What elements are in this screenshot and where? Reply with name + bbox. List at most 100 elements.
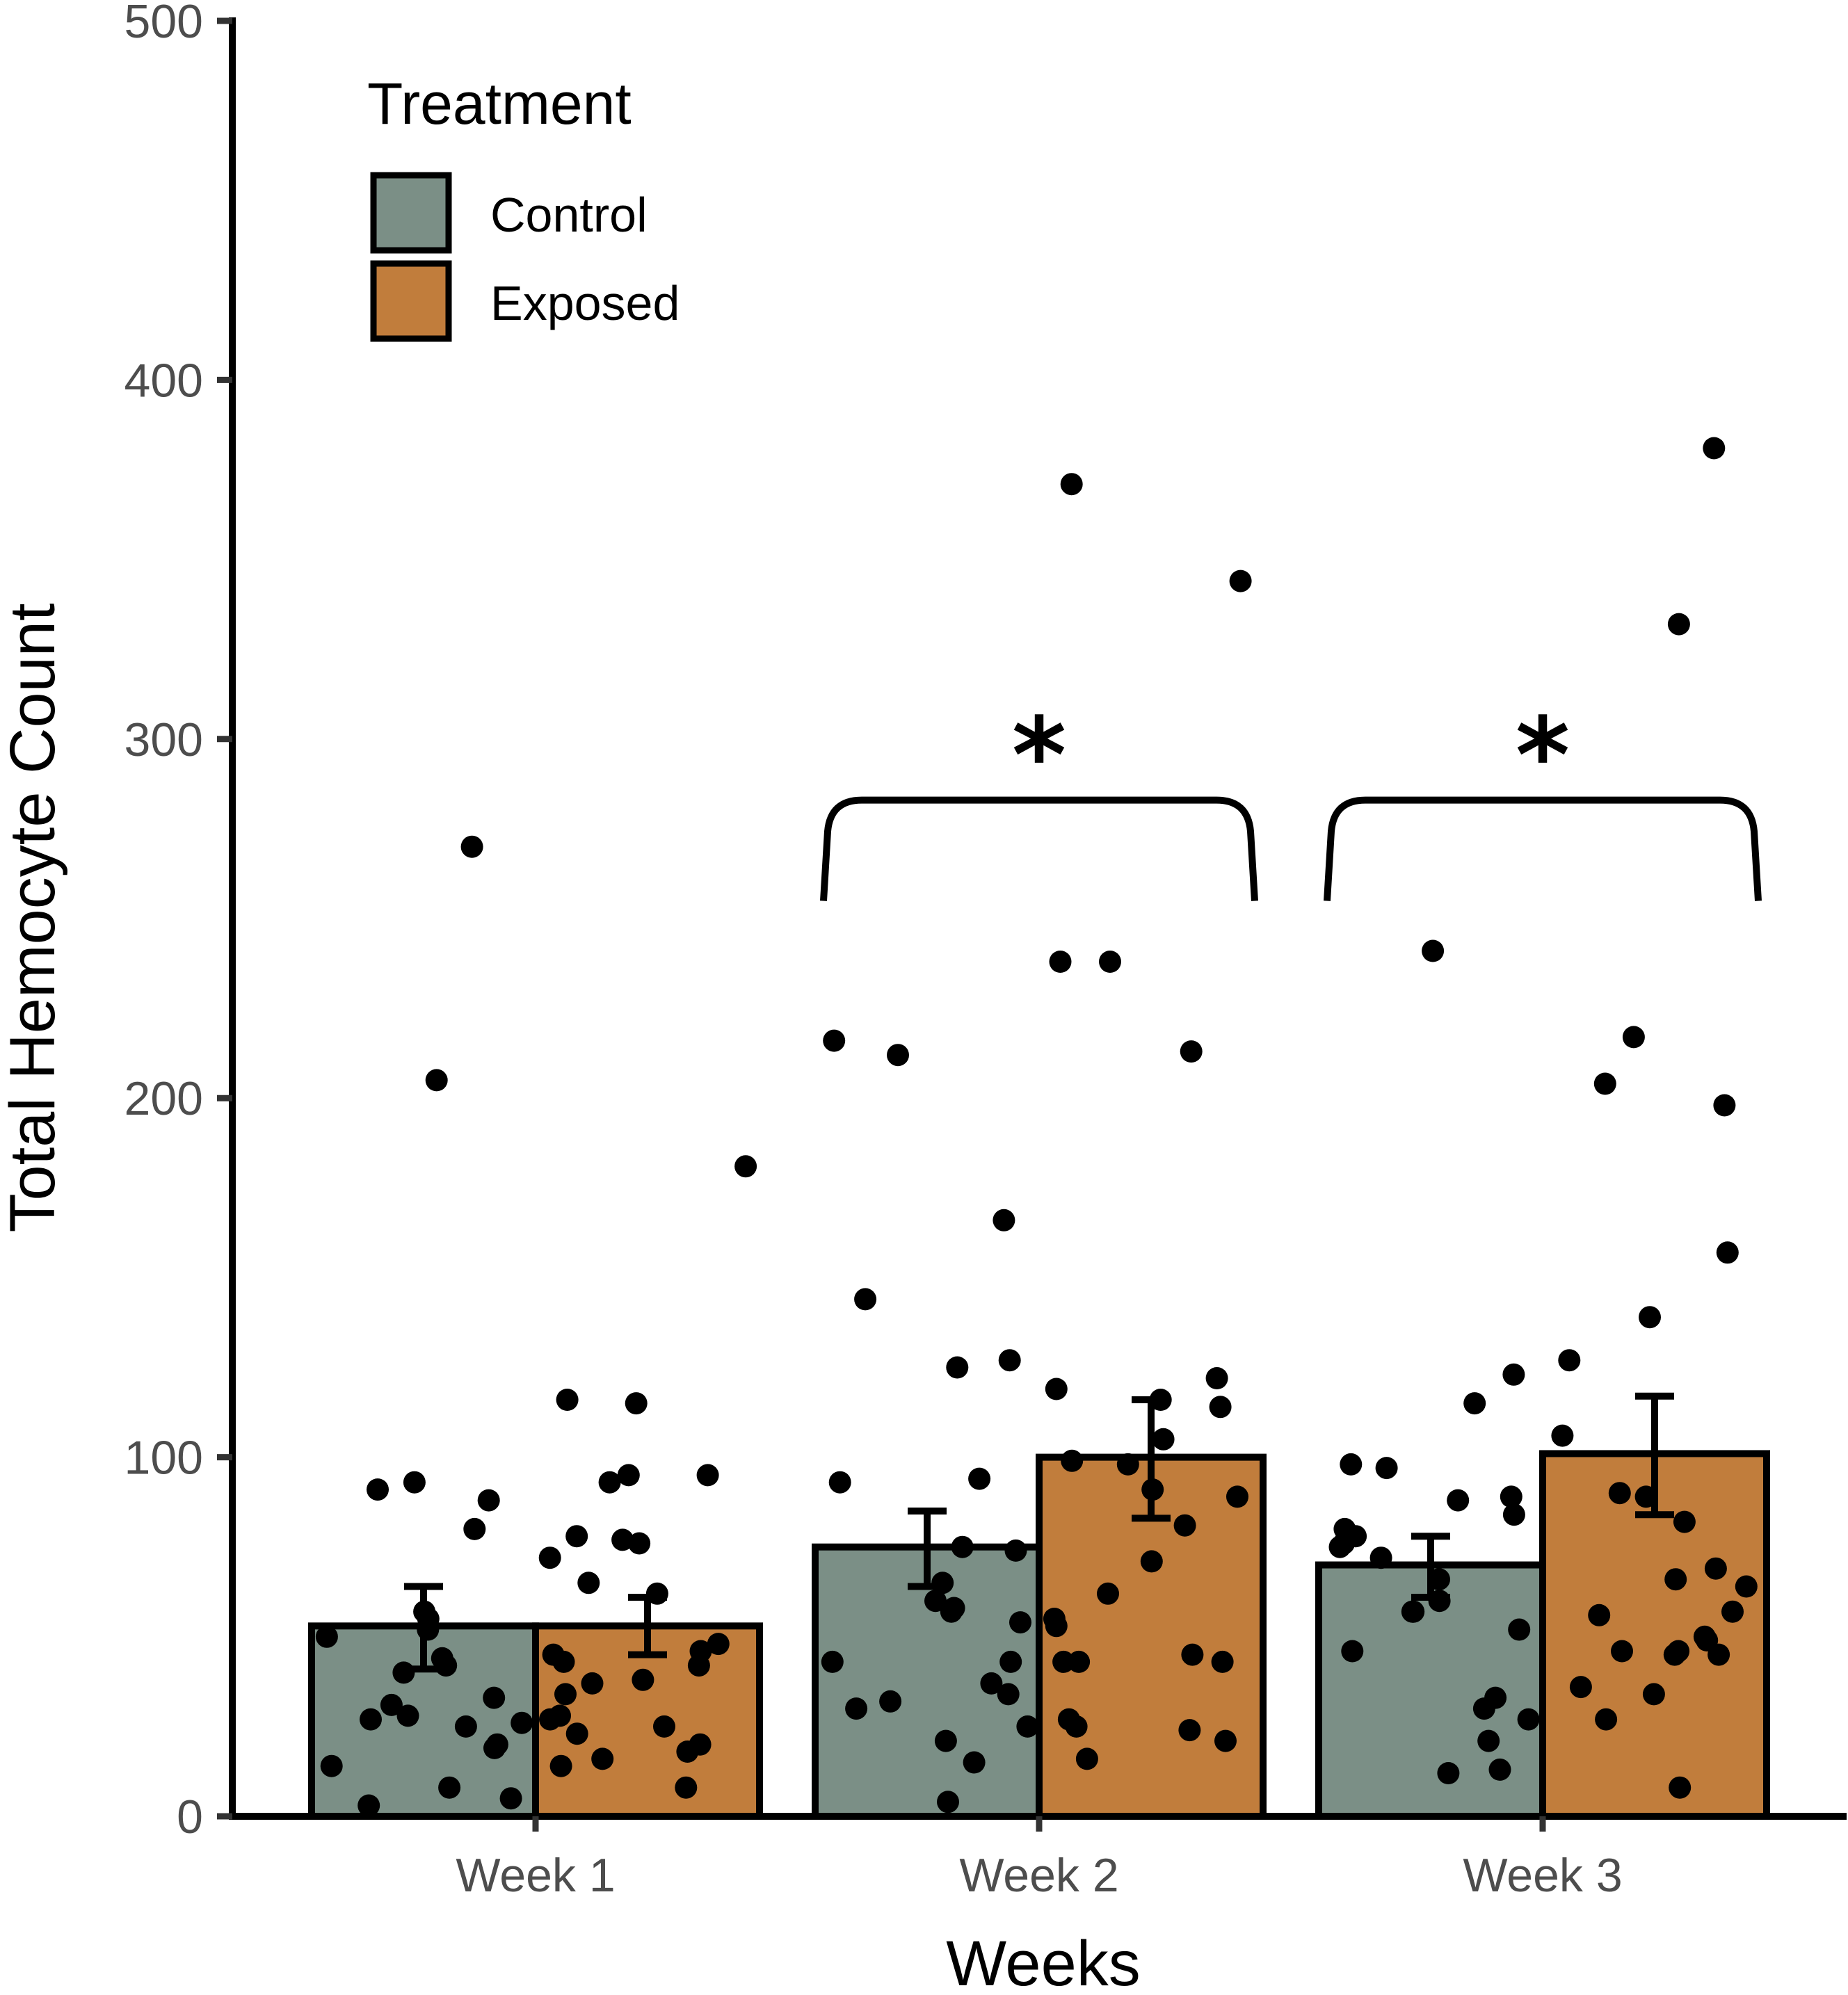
point-control-week-3 <box>1502 1363 1525 1386</box>
point-exposed-week-1 <box>687 1654 710 1677</box>
point-exposed-week-2 <box>1181 1643 1204 1666</box>
point-control-week-1 <box>438 1776 461 1799</box>
points-layer <box>315 437 1758 1817</box>
point-control-week-2 <box>998 1349 1021 1372</box>
point-control-week-3 <box>1422 939 1445 962</box>
point-exposed-week-1 <box>707 1633 730 1656</box>
point-exposed-week-2 <box>1045 1615 1068 1638</box>
significance-label-3: * <box>1516 696 1570 817</box>
point-exposed-week-1 <box>552 1650 575 1673</box>
y-tick-label-100: 100 <box>124 1432 203 1485</box>
point-control-week-3 <box>1340 1453 1363 1476</box>
point-exposed-week-3 <box>1673 1510 1696 1533</box>
legend-label-control: Control <box>490 188 648 242</box>
point-exposed-week-1 <box>577 1572 600 1594</box>
point-exposed-week-3 <box>1569 1676 1592 1699</box>
point-exposed-week-2 <box>1178 1719 1201 1742</box>
point-control-week-3 <box>1401 1600 1424 1623</box>
point-control-week-3 <box>1472 1697 1495 1720</box>
point-exposed-week-2 <box>1045 1378 1068 1400</box>
point-control-week-1 <box>360 1708 382 1731</box>
point-exposed-week-3 <box>1704 1557 1727 1580</box>
point-exposed-week-3 <box>1703 437 1726 460</box>
point-control-week-2 <box>951 1535 974 1558</box>
annotations-layer: * * <box>820 696 1762 901</box>
point-exposed-week-1 <box>625 1392 648 1415</box>
point-exposed-week-3 <box>1595 1708 1618 1731</box>
axes-layer: 0 100 200 300 400 500 Week 1 Week 2 Week 3 <box>124 0 1847 1902</box>
point-exposed-week-3 <box>1713 1094 1736 1117</box>
bars-layer <box>308 1450 1770 1820</box>
point-control-week-2 <box>999 1650 1022 1673</box>
point-control-week-1 <box>499 1787 522 1810</box>
point-control-week-1 <box>454 1715 477 1738</box>
point-exposed-week-1 <box>539 1708 561 1731</box>
point-control-week-2 <box>845 1697 868 1720</box>
point-control-week-1 <box>463 1517 486 1540</box>
point-control-week-2 <box>821 1650 844 1673</box>
x-axis-title: Weeks <box>946 1928 1141 1995</box>
point-control-week-3 <box>1517 1708 1540 1731</box>
point-exposed-week-2 <box>1061 1449 1084 1472</box>
y-tick-label-400: 400 <box>124 354 203 407</box>
point-exposed-week-1 <box>598 1471 621 1494</box>
point-exposed-week-1 <box>556 1389 579 1411</box>
point-exposed-week-1 <box>632 1668 654 1691</box>
point-exposed-week-1 <box>565 1722 588 1745</box>
point-exposed-week-2 <box>1205 1367 1228 1389</box>
x-tick-label-week-3: Week 3 <box>1463 1849 1622 1902</box>
significance-bracket-3 <box>1324 796 1762 901</box>
point-exposed-week-2 <box>1173 1514 1196 1537</box>
point-control-week-2 <box>934 1729 957 1752</box>
x-tick-label-week-1: Week 1 <box>456 1849 615 1902</box>
point-exposed-week-3 <box>1735 1575 1758 1598</box>
point-control-week-1 <box>315 1625 338 1648</box>
point-control-week-3 <box>1477 1729 1500 1752</box>
point-control-week-2 <box>993 1209 1015 1231</box>
point-control-week-2 <box>940 1600 963 1623</box>
point-exposed-week-2 <box>1049 951 1072 973</box>
point-control-week-3 <box>1447 1489 1470 1512</box>
point-exposed-week-1 <box>538 1546 561 1569</box>
point-control-week-2 <box>879 1690 902 1713</box>
point-exposed-week-2 <box>1075 1747 1098 1770</box>
point-exposed-week-1 <box>628 1532 651 1555</box>
point-exposed-week-2 <box>1097 1582 1119 1605</box>
point-exposed-week-1 <box>581 1672 604 1695</box>
point-control-week-1 <box>380 1693 403 1716</box>
point-control-week-2 <box>937 1791 959 1814</box>
y-tick-label-300: 300 <box>124 713 203 766</box>
y-axis-title: Total Hemocyte Count <box>0 603 68 1232</box>
point-exposed-week-1 <box>617 1464 640 1487</box>
point-control-week-1 <box>396 1704 419 1727</box>
point-exposed-week-3 <box>1642 1683 1665 1706</box>
point-exposed-week-3 <box>1608 1482 1631 1505</box>
point-exposed-week-3 <box>1558 1349 1581 1372</box>
point-control-week-2 <box>1004 1539 1027 1562</box>
legend-label-exposed: Exposed <box>490 276 680 330</box>
point-control-week-2 <box>828 1471 851 1494</box>
point-exposed-week-2 <box>1099 951 1121 973</box>
point-exposed-week-1 <box>653 1715 675 1738</box>
point-exposed-week-2 <box>1152 1428 1175 1451</box>
legend-swatch-control <box>370 172 452 254</box>
point-control-week-1 <box>483 1736 506 1759</box>
legend: Treatment Control Exposed <box>367 71 680 342</box>
point-exposed-week-1 <box>565 1525 588 1548</box>
point-exposed-week-2 <box>1211 1650 1234 1673</box>
point-control-week-3 <box>1375 1457 1398 1480</box>
point-exposed-week-3 <box>1664 1568 1687 1591</box>
point-exposed-week-2 <box>1226 1485 1248 1508</box>
point-exposed-week-2 <box>1065 1715 1088 1738</box>
point-exposed-week-1 <box>675 1776 698 1799</box>
point-exposed-week-2 <box>1116 1453 1139 1476</box>
y-tick-label-0: 0 <box>177 1791 203 1843</box>
point-exposed-week-3 <box>1721 1600 1744 1623</box>
point-control-week-1 <box>320 1754 343 1777</box>
point-exposed-week-1 <box>611 1528 634 1551</box>
point-exposed-week-3 <box>1588 1604 1611 1626</box>
point-exposed-week-1 <box>676 1740 699 1763</box>
error-bars-layer <box>404 1392 1674 1673</box>
